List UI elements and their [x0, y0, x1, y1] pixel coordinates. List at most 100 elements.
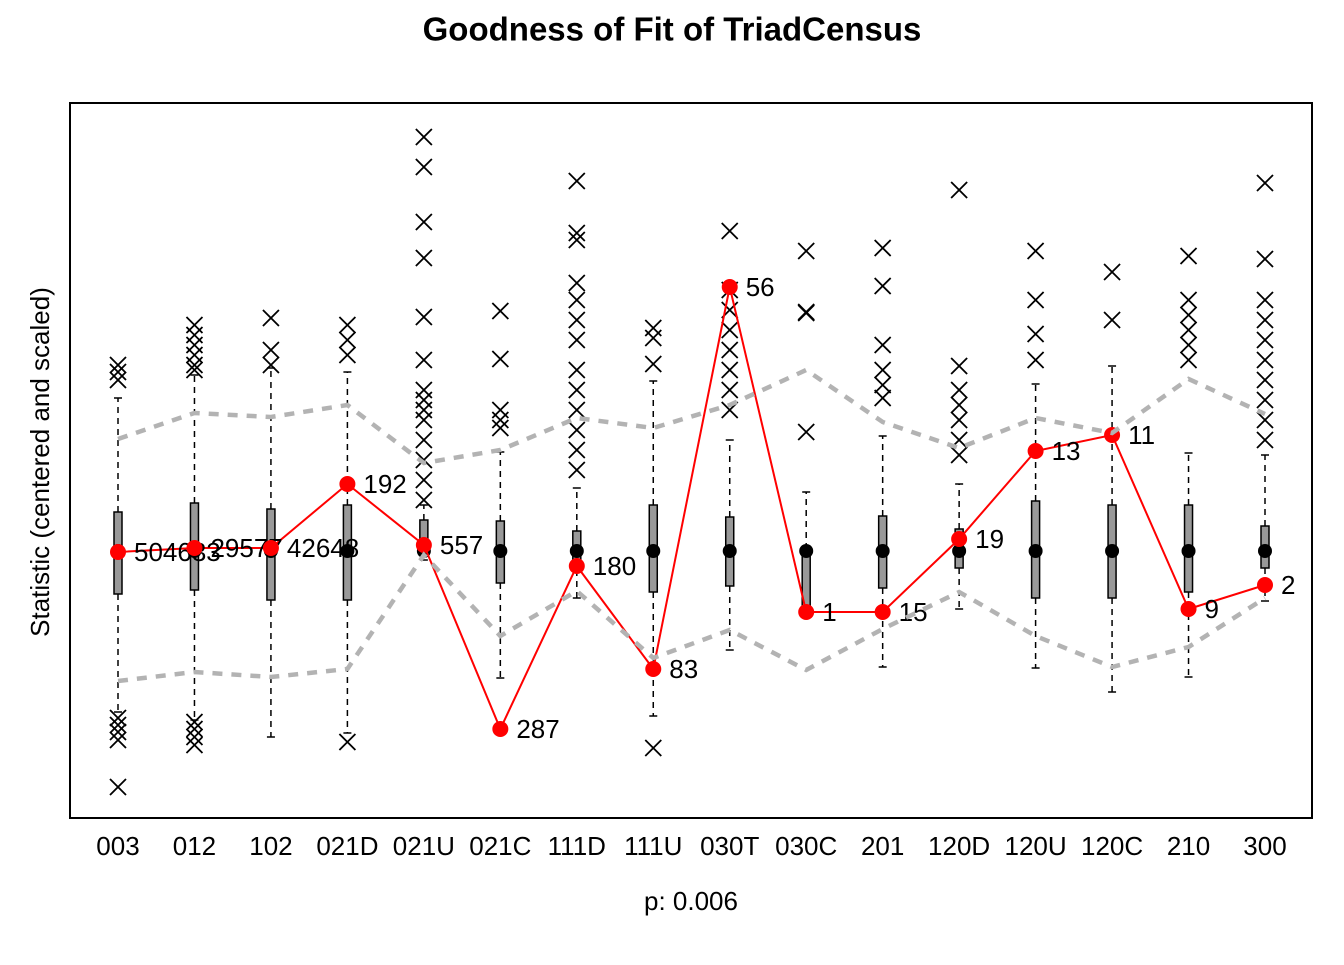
x-tick-label: 111D	[548, 831, 606, 861]
observed-line	[117, 286, 1266, 732]
outlier	[1179, 247, 1198, 265]
outlier	[1256, 311, 1274, 329]
x-tick-label: 030T	[700, 831, 759, 861]
observed-point	[951, 531, 968, 547]
observed-label: 180	[593, 551, 636, 581]
x-tick-label: 021D	[316, 831, 378, 861]
outlier	[1256, 431, 1274, 449]
outlier	[338, 346, 357, 364]
outlier	[1256, 250, 1274, 268]
observed-label: 13	[1052, 436, 1081, 466]
outlier	[1179, 306, 1198, 324]
outlier	[874, 239, 892, 257]
median-point	[646, 544, 661, 558]
observed-label: 56	[746, 272, 775, 302]
x-tick-label: 030C	[775, 831, 837, 861]
outlier	[568, 274, 586, 292]
outlier	[568, 421, 586, 439]
outlier	[415, 249, 433, 267]
outlier	[568, 381, 586, 399]
outlier	[109, 723, 127, 741]
observed-point	[1257, 577, 1273, 593]
outlier	[1103, 263, 1121, 281]
outlier	[338, 331, 357, 349]
outlier	[1026, 325, 1045, 343]
x-tick-label: 102	[249, 831, 292, 861]
outlier	[1026, 351, 1045, 369]
outlier	[415, 451, 433, 469]
outlier	[415, 213, 433, 231]
median-point	[722, 544, 737, 558]
outlier	[568, 311, 586, 329]
outlier	[185, 728, 204, 746]
outlier	[185, 736, 204, 754]
outlier	[1256, 391, 1274, 409]
outlier	[1256, 371, 1274, 389]
outlier	[1179, 291, 1198, 309]
outlier	[415, 411, 433, 429]
outlier	[1256, 291, 1274, 309]
x-tick-label: 120U	[1005, 831, 1067, 861]
outlier	[338, 733, 357, 751]
outlier	[644, 355, 662, 373]
median-point	[952, 544, 967, 558]
outlier	[874, 376, 892, 394]
outlier	[874, 389, 892, 407]
outlier	[262, 341, 280, 359]
outlier	[1179, 351, 1198, 369]
outlier	[491, 302, 509, 320]
outlier	[1256, 411, 1274, 429]
observed-point	[492, 721, 509, 737]
outlier	[721, 222, 739, 240]
median-point	[569, 544, 584, 558]
outlier	[415, 351, 433, 369]
outlier	[491, 350, 509, 368]
outlier	[950, 381, 968, 399]
median-point	[340, 544, 355, 558]
observed-label: 83	[669, 654, 698, 684]
x-axis-label: p: 0.006	[644, 886, 738, 916]
outlier	[109, 356, 127, 374]
outlier	[721, 361, 739, 379]
x-tick-label: 300	[1243, 831, 1286, 861]
outlier	[491, 419, 509, 437]
outlier	[568, 231, 586, 249]
median-point	[493, 544, 508, 558]
outlier	[1026, 291, 1045, 309]
outlier	[1179, 336, 1198, 354]
median-point	[1105, 544, 1120, 558]
plot-frame	[69, 102, 1313, 819]
outlier	[721, 321, 739, 339]
observed-label: 42648	[287, 533, 359, 563]
outlier	[415, 128, 433, 146]
outlier	[874, 361, 892, 379]
outlier	[109, 709, 127, 727]
outlier	[721, 381, 739, 399]
outlier	[185, 720, 204, 738]
observed-point	[568, 558, 585, 574]
outlier	[797, 304, 815, 322]
x-tick-label: 120C	[1081, 831, 1143, 861]
outlier	[109, 778, 127, 796]
outlier	[262, 309, 280, 327]
outlier	[185, 356, 204, 374]
median-point	[875, 544, 890, 558]
y-axis-label: Statistic (centered and scaled)	[25, 287, 55, 637]
outlier	[568, 441, 586, 459]
outlier	[1026, 242, 1045, 260]
simulation-band-line	[117, 367, 1266, 466]
observed-point	[1027, 443, 1044, 459]
outlier	[568, 172, 586, 190]
chart-title: Goodness of Fit of TriadCensus	[423, 11, 922, 48]
outlier	[109, 716, 127, 734]
outlier	[568, 331, 586, 349]
observed-label: 192	[363, 469, 406, 499]
observed-label: 287	[516, 714, 559, 744]
outlier	[950, 411, 968, 429]
observed-label: 19	[975, 524, 1004, 554]
observed-point	[1180, 601, 1197, 617]
outlier	[644, 329, 662, 347]
observed-point	[339, 476, 356, 492]
x-tick-label: 120D	[928, 831, 990, 861]
